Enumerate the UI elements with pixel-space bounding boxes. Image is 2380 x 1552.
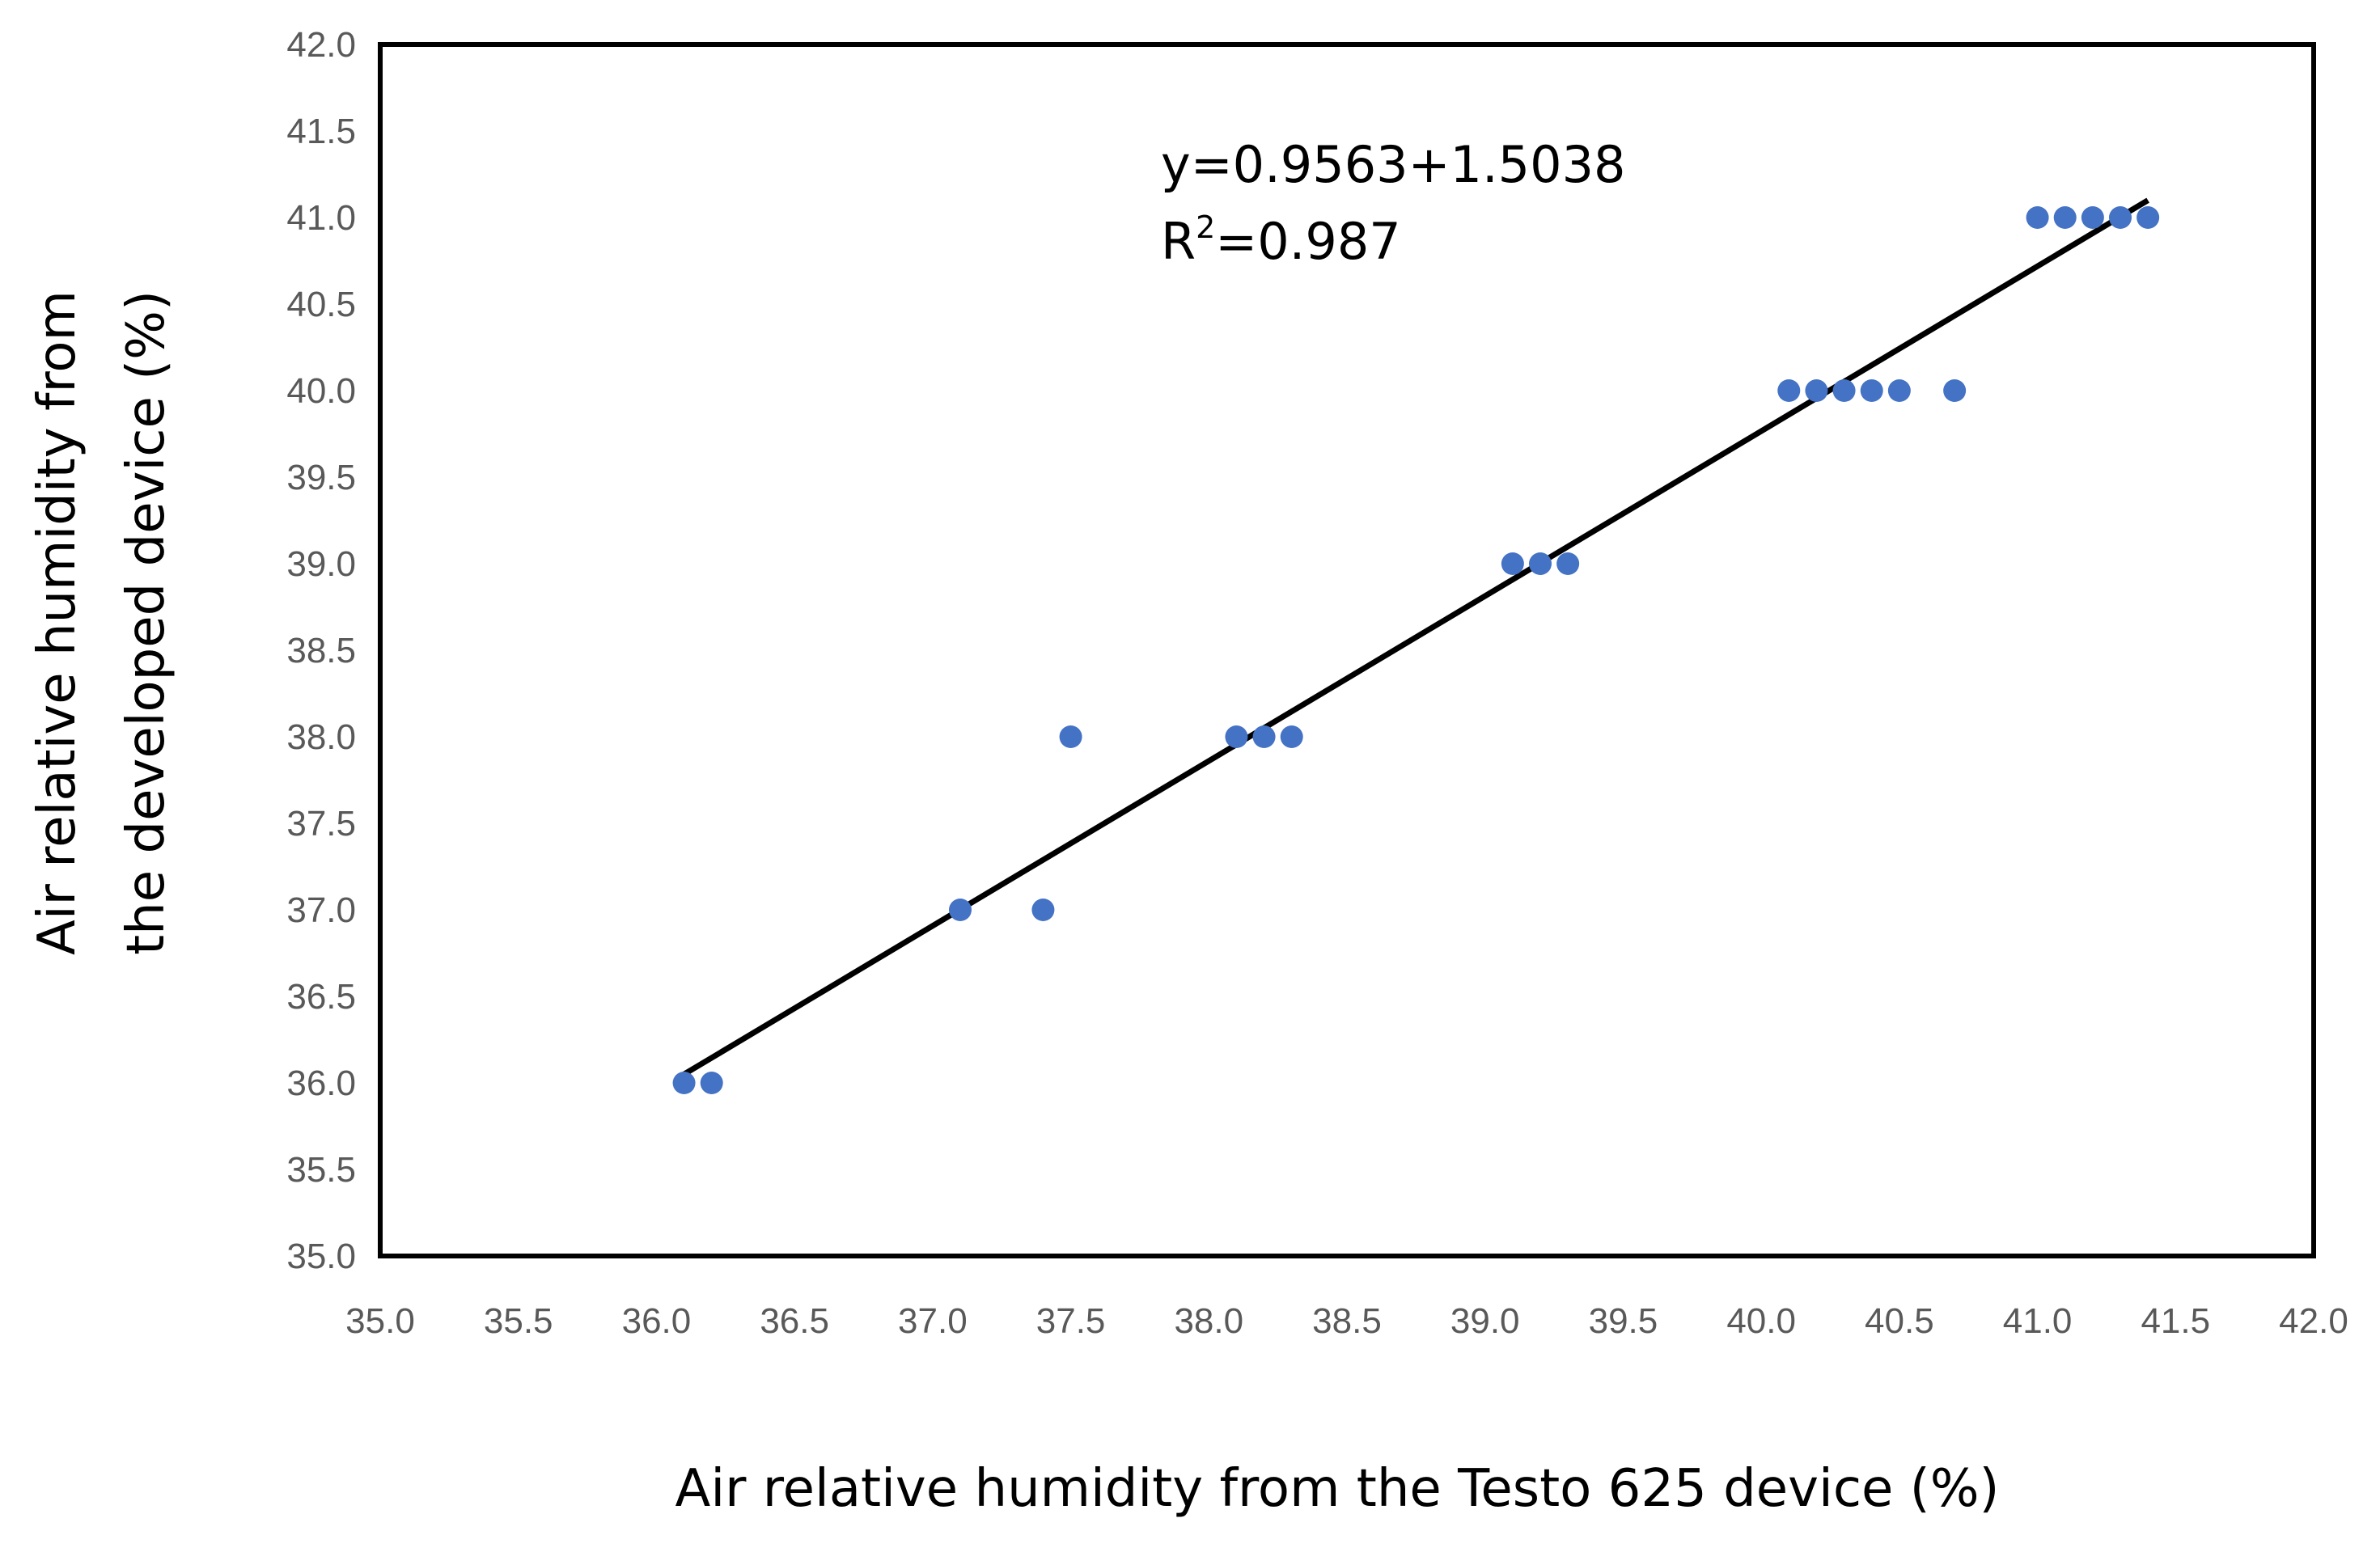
x-tick-label: 37.0 xyxy=(898,1301,968,1341)
x-tick-label: 36.5 xyxy=(760,1301,829,1341)
trendline-equation: y=0.9563+1.5038 xyxy=(1161,135,1625,194)
data-point xyxy=(1280,725,1303,748)
data-point xyxy=(1556,552,1580,575)
x-tick-label: 37.5 xyxy=(1036,1301,1106,1341)
data-point xyxy=(1529,552,1552,575)
y-tick-label: 35.5 xyxy=(286,1150,356,1190)
r-squared-label: R2=0.987 xyxy=(1161,209,1401,271)
y-tick-label: 37.5 xyxy=(286,804,356,844)
x-tick-label: 35.5 xyxy=(484,1301,553,1341)
data-point xyxy=(1943,379,1967,402)
y-tick-label: 40.5 xyxy=(286,285,356,324)
y-tick-label: 36.0 xyxy=(286,1064,356,1103)
x-tick-label: 38.5 xyxy=(1312,1301,1382,1341)
y-tick-label: 38.0 xyxy=(286,717,356,757)
y-tick-label: 35.0 xyxy=(286,1237,356,1276)
x-tick-labels: 35.0 35.5 36.0 36.5 37.0 37.5 38.0 38.5 39.0 39.5… xyxy=(345,1301,2348,1341)
data-point xyxy=(1887,379,1911,402)
y-tick-label: 36.5 xyxy=(286,977,356,1017)
y-tick-label: 41.0 xyxy=(286,198,356,238)
y-tick-label: 37.0 xyxy=(286,890,356,930)
data-point xyxy=(2109,206,2132,229)
y-tick-label: 40.0 xyxy=(286,371,356,411)
data-point xyxy=(2026,206,2049,229)
x-tick-label: 35.0 xyxy=(345,1301,415,1341)
plot-area-frame xyxy=(378,42,2316,1258)
data-point xyxy=(1031,899,1055,921)
data-point xyxy=(700,1072,723,1094)
data-point xyxy=(2136,206,2160,229)
y-axis-title-line-2: the developed device (%) xyxy=(116,290,176,955)
x-tick-label: 38.0 xyxy=(1174,1301,1243,1341)
x-tick-label: 42.0 xyxy=(2279,1301,2348,1341)
y-tick-label: 38.5 xyxy=(286,631,356,670)
x-tick-label: 39.5 xyxy=(1589,1301,1658,1341)
y-tick-label: 39.0 xyxy=(286,544,356,584)
data-point xyxy=(1805,379,1828,402)
r-squared-superscript: 2 xyxy=(1196,209,1215,245)
r-squared-prefix: R xyxy=(1161,212,1196,271)
x-tick-label: 41.0 xyxy=(2003,1301,2073,1341)
data-point xyxy=(949,899,972,921)
x-tick-label: 40.5 xyxy=(1865,1301,1934,1341)
y-tick-label: 39.5 xyxy=(286,458,356,497)
r-squared-value: =0.987 xyxy=(1215,212,1400,271)
x-tick-label: 41.5 xyxy=(2141,1301,2210,1341)
y-tick-labels: 35.0 35.5 36.0 36.5 37.0 37.5 38.0 38.5 39.0 39.5… xyxy=(286,25,356,1276)
data-point xyxy=(1059,725,1082,748)
data-point xyxy=(1501,552,1524,575)
data-point xyxy=(672,1072,696,1094)
data-point xyxy=(1860,379,1883,402)
data-point xyxy=(1777,379,1801,402)
data-point xyxy=(2053,206,2077,229)
y-tick-label: 41.5 xyxy=(286,112,356,151)
y-tick-label: 42.0 xyxy=(286,25,356,65)
data-point xyxy=(1832,379,1856,402)
data-points xyxy=(672,206,2160,1094)
x-tick-label: 39.0 xyxy=(1450,1301,1520,1341)
data-point xyxy=(1225,725,1248,748)
x-tick-label: 40.0 xyxy=(1726,1301,1796,1341)
data-point xyxy=(2081,206,2104,229)
data-point xyxy=(1252,725,1276,748)
trendline xyxy=(682,197,2149,1077)
x-tick-label: 36.0 xyxy=(622,1301,692,1341)
y-axis-title-line-1: Air relative humidity from xyxy=(28,290,87,955)
x-axis-title: Air relative humidity from the Testo 625… xyxy=(675,1459,2000,1519)
